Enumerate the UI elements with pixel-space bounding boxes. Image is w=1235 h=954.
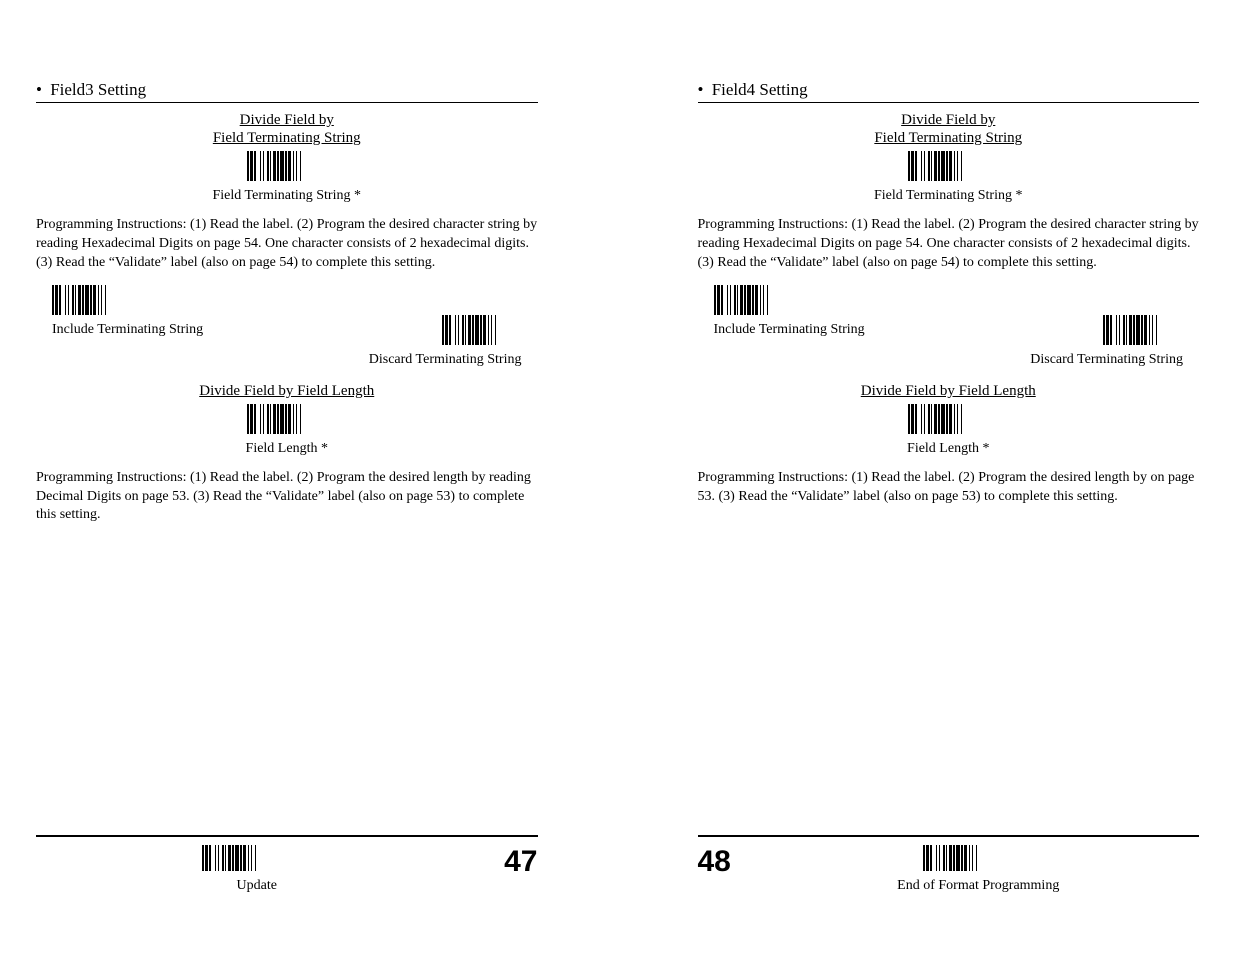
barcode-icon: [52, 285, 132, 315]
subheader2-right: Divide Field by Field Length: [698, 382, 1200, 400]
instr2-right: Programming Instructions: (1) Read the l…: [698, 469, 1200, 507]
bullet-right: •: [698, 80, 708, 99]
barcode2-label-right: Field Length *: [698, 441, 1200, 457]
instr1-left: Programming Instructions: (1) Read the l…: [36, 216, 538, 273]
barcode-discard-left: Discard Terminating String: [369, 315, 522, 368]
sub2-left: Divide Field by Field Length: [199, 383, 374, 399]
barcode-icon: [1103, 315, 1183, 345]
content-left: • Field3 Setting Divide Field by Field T…: [36, 80, 538, 914]
barcode1-left-block: Field Terminating String *: [36, 151, 538, 204]
footer-row-right: 48 End of Format Programming: [698, 845, 1200, 894]
barcode-icon: [714, 285, 794, 315]
barcode-include-right: Include Terminating String: [714, 285, 865, 338]
bullet-left: •: [36, 80, 46, 99]
footer-rule-left: [36, 835, 538, 837]
row-two-left: Include Terminating String Discard Termi…: [36, 281, 538, 368]
barcode-icon: [247, 404, 327, 434]
footer-rule-right: [698, 835, 1200, 837]
section-title-row-right: • Field4 Setting: [698, 80, 1200, 103]
page-left: • Field3 Setting Divide Field by Field T…: [0, 0, 618, 954]
sub2-right: Divide Field by Field Length: [861, 383, 1036, 399]
page-right: • Field4 Setting Divide Field by Field T…: [618, 0, 1235, 954]
section-title-right: • Field4 Setting: [698, 80, 808, 99]
barcode-discard-right: Discard Terminating String: [1030, 315, 1183, 368]
sub1-line1-left: Divide Field by: [240, 112, 334, 128]
include-label-right: Include Terminating String: [714, 322, 865, 338]
barcode1-label-right: Field Terminating String *: [698, 188, 1200, 204]
content-right: • Field4 Setting Divide Field by Field T…: [698, 80, 1200, 914]
section-title-left: • Field3 Setting: [36, 80, 146, 99]
barcode2-left-block: Field Length *: [36, 404, 538, 457]
subheader2-left: Divide Field by Field Length: [36, 382, 538, 400]
discard-label-right: Discard Terminating String: [1030, 352, 1183, 368]
barcode-icon: [202, 845, 312, 871]
footer-left: Update 47: [36, 835, 538, 894]
discard-label-left: Discard Terminating String: [369, 352, 522, 368]
page-number-left: 47: [478, 845, 538, 879]
barcode-icon: [908, 404, 988, 434]
title-text-left: Field3 Setting: [50, 80, 146, 99]
barcode2-label-left: Field Length *: [36, 441, 538, 457]
title-text-right: Field4 Setting: [712, 80, 808, 99]
row-two-right: Include Terminating String Discard Termi…: [698, 281, 1200, 368]
section-title-row-left: • Field3 Setting: [36, 80, 538, 103]
footer-barcode-col-left: Update: [36, 845, 478, 894]
footer-right: 48 End of Format Programming: [698, 835, 1200, 894]
sub1-line2-left: Field Terminating String: [213, 130, 361, 146]
barcode-icon: [247, 151, 327, 181]
footer-label-left: Update: [36, 878, 478, 894]
barcode-icon: [442, 315, 522, 345]
page-spread: • Field3 Setting Divide Field by Field T…: [0, 0, 1235, 954]
barcode1-label-left: Field Terminating String *: [36, 188, 538, 204]
sub1-line2-right: Field Terminating String: [874, 130, 1022, 146]
include-label-left: Include Terminating String: [52, 322, 203, 338]
footer-barcode-col-right: End of Format Programming: [758, 845, 1200, 894]
page-number-right: 48: [698, 845, 758, 879]
subheader1-right: Divide Field by Field Terminating String: [698, 111, 1200, 147]
footer-row-left: Update 47: [36, 845, 538, 894]
barcode-include-left: Include Terminating String: [52, 285, 203, 338]
barcode2-right-block: Field Length *: [698, 404, 1200, 457]
barcode1-right-block: Field Terminating String *: [698, 151, 1200, 204]
subheader1-left: Divide Field by Field Terminating String: [36, 111, 538, 147]
footer-label-right: End of Format Programming: [758, 878, 1200, 894]
barcode-icon: [908, 151, 988, 181]
instr1-right: Programming Instructions: (1) Read the l…: [698, 216, 1200, 273]
sub1-line1-right: Divide Field by: [901, 112, 995, 128]
instr2-left: Programming Instructions: (1) Read the l…: [36, 469, 538, 526]
barcode-icon: [923, 845, 1033, 871]
